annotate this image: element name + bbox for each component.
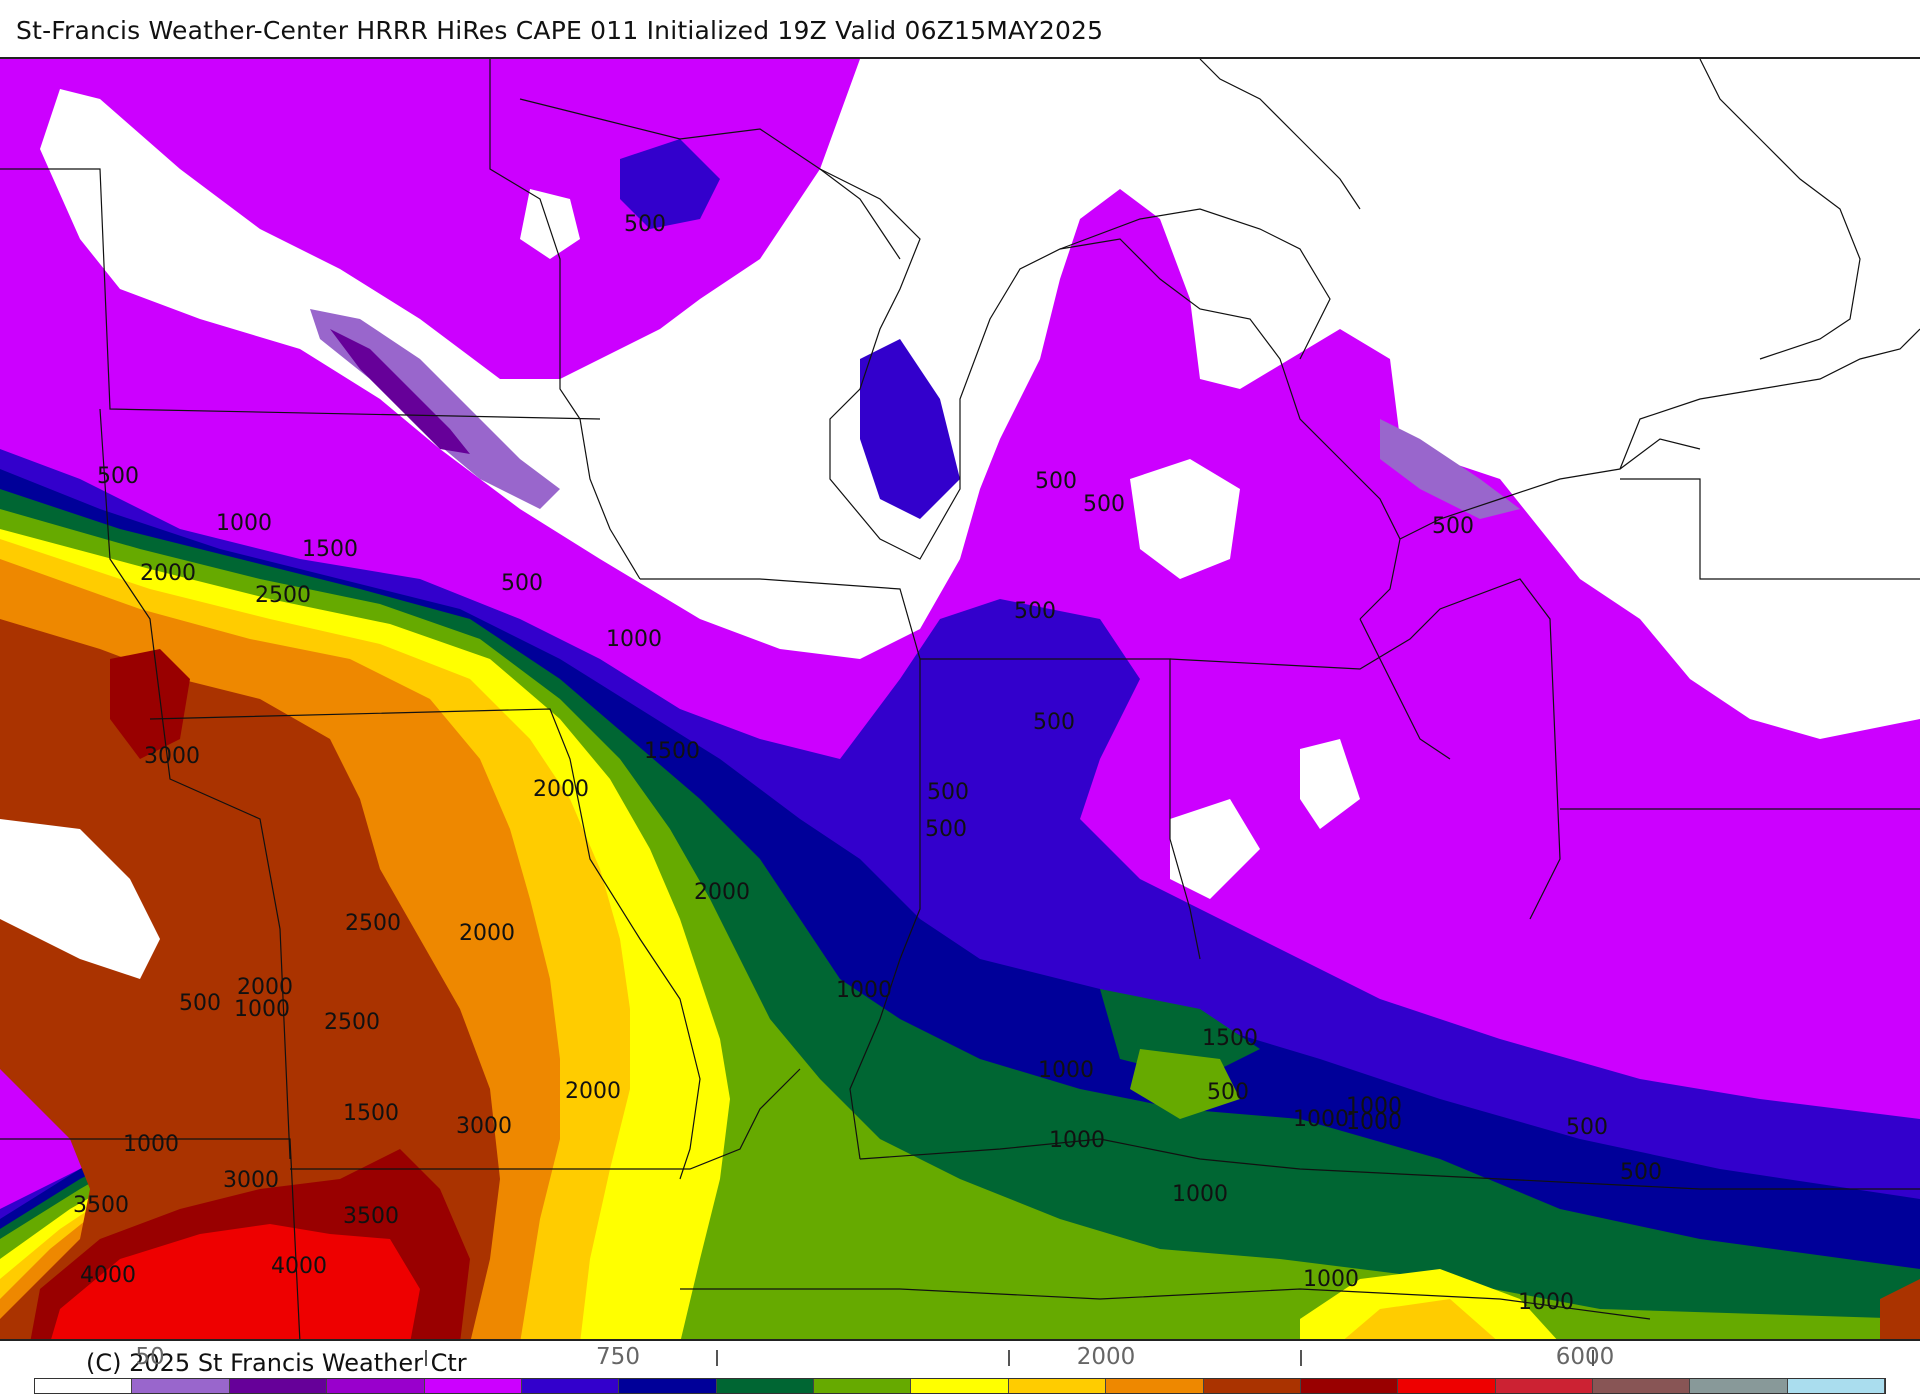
- contour-label: 1000: [606, 627, 662, 652]
- colorbar-segment: [521, 1379, 620, 1393]
- contour-label: 2000: [459, 921, 515, 946]
- contour-label: 1000: [1172, 1182, 1228, 1207]
- colorbar-segment: [229, 1379, 328, 1393]
- colorbar-segment: [1593, 1379, 1691, 1393]
- colorbar-tick: [1592, 1350, 1594, 1366]
- contour-label: 4000: [271, 1254, 327, 1279]
- contour-label: 1000: [1049, 1128, 1105, 1153]
- contour-label: 1500: [343, 1101, 399, 1126]
- colorbar-segment: [911, 1379, 1009, 1393]
- contour-label: 2000: [237, 975, 293, 1000]
- contour-label: 500: [1566, 1115, 1608, 1140]
- colorbar-segment: [424, 1379, 522, 1393]
- contour-label: 1000: [216, 511, 272, 536]
- map-title: St-Francis Weather-Center HRRR HiRes CAP…: [16, 16, 1104, 45]
- colorbar-label: 6000: [1555, 1344, 1615, 1370]
- contour-label: 3000: [223, 1168, 279, 1193]
- colorbar-segment: [327, 1379, 425, 1393]
- colorbar-segment: [1690, 1379, 1788, 1393]
- contour-label: 500: [501, 571, 543, 596]
- contour-label: 500: [1620, 1160, 1662, 1185]
- contour-label: 500: [1033, 710, 1075, 735]
- contour-label: 1500: [644, 739, 700, 764]
- contour-label: 3500: [73, 1193, 129, 1218]
- contour-label: 2000: [140, 561, 196, 586]
- contour-label: 1000: [1518, 1290, 1574, 1315]
- colorbar-tick: [1300, 1350, 1302, 1366]
- contour-label: 1000: [1346, 1094, 1402, 1119]
- contour-label: 1000: [234, 997, 290, 1022]
- cape-band-3000: [0, 619, 500, 1339]
- colorbar-segment: [814, 1379, 912, 1393]
- colorbar-segment: [1300, 1379, 1399, 1393]
- colorbar-label: 50: [135, 1344, 165, 1370]
- contour-label: 1000: [836, 978, 892, 1003]
- cape-band-4000: [51, 1224, 420, 1339]
- contour-label: 1000: [1346, 1110, 1402, 1135]
- contour-label: 500: [1207, 1080, 1249, 1105]
- colorbar-segment: [1495, 1379, 1593, 1393]
- contour-label: 2500: [324, 1010, 380, 1035]
- colorbar-segment: [1106, 1379, 1204, 1393]
- contour-label: 4000: [80, 1263, 136, 1288]
- contour-label: 1000: [123, 1132, 179, 1157]
- contour-label: 500: [1014, 599, 1056, 624]
- colorbar-label: 750: [596, 1344, 640, 1370]
- colorbar-segment: [619, 1379, 717, 1393]
- cape-colorbar: [34, 1378, 1886, 1394]
- colorbar-label: 2000: [1076, 1344, 1136, 1370]
- colorbar-segment: [35, 1379, 133, 1393]
- contour-label: 500: [1035, 469, 1077, 494]
- colorbar-segment: [716, 1379, 814, 1393]
- colorbar-segment: [132, 1379, 230, 1393]
- contour-label: 500: [927, 780, 969, 805]
- contour-label: 1500: [1202, 1026, 1258, 1051]
- colorbar-segment: [1787, 1379, 1886, 1393]
- colorbar-segment: [1203, 1379, 1301, 1393]
- contour-label: 500: [925, 817, 967, 842]
- contour-label: 500: [624, 212, 666, 237]
- contour-label: 3000: [456, 1114, 512, 1139]
- colorbar-tick: [1008, 1350, 1010, 1366]
- contour-label: 500: [179, 991, 221, 1016]
- contour-label: 3000: [144, 744, 200, 769]
- copyright-text: (C) 2025 St Francis Weather Ctr: [86, 1349, 467, 1377]
- contour-label: 2000: [565, 1079, 621, 1104]
- colorbar-tick: [716, 1350, 718, 1366]
- contour-label: 2500: [255, 583, 311, 608]
- great-lakes-shorelines: [519, 59, 1920, 760]
- contour-label: 500: [1083, 492, 1125, 517]
- contour-label: 3500: [343, 1204, 399, 1229]
- contour-label: 2500: [345, 911, 401, 936]
- contour-label: 1500: [302, 537, 358, 562]
- cape-map: 500 500 1000 1500 2000 2500 500 1000 3000 1500 200…: [0, 57, 1920, 1341]
- contour-label: 2000: [694, 880, 750, 905]
- colorbar-segment: [1398, 1379, 1496, 1393]
- colorbar-tick: [425, 1350, 427, 1366]
- state-boundaries: [0, 59, 1920, 1339]
- contour-label: 2000: [533, 777, 589, 802]
- colorbar-segment: [1008, 1379, 1107, 1393]
- contour-label: 500: [97, 464, 139, 489]
- contour-label: 500: [1432, 514, 1474, 539]
- contour-label: 1000: [1038, 1058, 1094, 1083]
- contour-label: 1000: [1303, 1267, 1359, 1292]
- contour-label: 1000: [1293, 1107, 1349, 1132]
